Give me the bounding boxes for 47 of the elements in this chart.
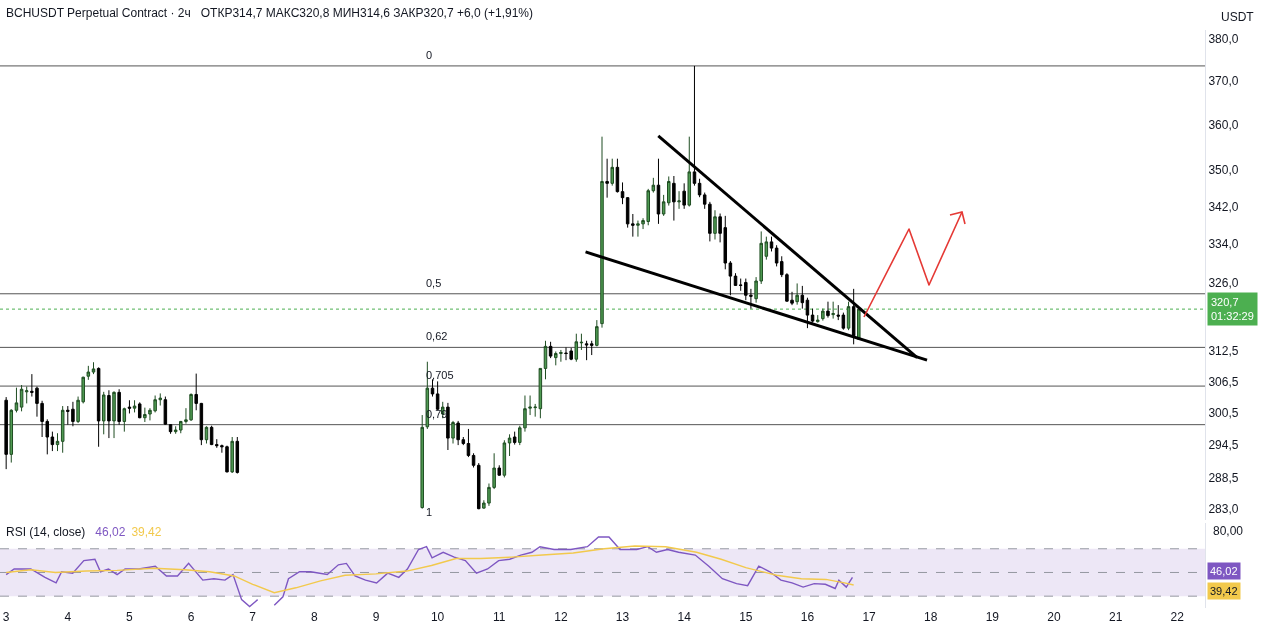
y-axis-title: USDT bbox=[1221, 10, 1255, 24]
y-tick-label: 312,5 bbox=[1208, 343, 1239, 358]
x-tick-label: 4 bbox=[64, 610, 72, 624]
x-tick-label: 7 bbox=[249, 610, 257, 624]
annotation: 0 bbox=[426, 49, 433, 61]
y-tick-label: 326,0 bbox=[1208, 276, 1239, 291]
x-tick-label: 15 bbox=[739, 610, 753, 624]
y-tick-label: 294,5 bbox=[1208, 438, 1239, 453]
x-tick-label: 19 bbox=[985, 610, 1000, 624]
ref-line-label: 320,7 01:32:29 bbox=[1211, 296, 1254, 323]
x-tick-label: 13 bbox=[615, 610, 630, 624]
annotation: 0,62 bbox=[426, 330, 448, 342]
chart-title: BCHUSDT Perpetual Contract · 2ч bbox=[6, 6, 191, 20]
y-tick-label: 300,5 bbox=[1208, 406, 1239, 421]
annotation: 1 bbox=[426, 506, 433, 518]
x-tick-label: 9 bbox=[372, 610, 380, 624]
x-tick-label: 3 bbox=[2, 610, 10, 624]
x-tick-label: 12 bbox=[554, 610, 568, 624]
x-tick-label: 22 bbox=[1170, 610, 1185, 624]
annotation: 46,02 bbox=[95, 525, 126, 539]
x-tick-label: 14 bbox=[677, 610, 692, 624]
annotation: 0,5 bbox=[426, 277, 442, 289]
x-tick-label: 18 bbox=[924, 610, 938, 624]
y-tick-label: 288,5 bbox=[1208, 471, 1239, 486]
x-tick-label: 16 bbox=[800, 610, 815, 624]
text: 46,02 bbox=[1210, 565, 1238, 577]
x-tick-label: 11 bbox=[493, 610, 506, 624]
x-tick-label: 21 bbox=[1108, 610, 1123, 624]
x-tick-label: 10 bbox=[430, 610, 445, 624]
y-tick-label: 283,0 bbox=[1208, 501, 1239, 516]
y-tick-label: 306,5 bbox=[1208, 374, 1239, 389]
x-tick-label: 17 bbox=[862, 610, 877, 624]
text: 80,00 bbox=[1213, 524, 1244, 538]
chart-subtitle: ОТКР314,7 МАКС320,8 МИН314,6 ЗАКР320,7 +6,0 (+1,91%) bbox=[200, 6, 533, 20]
y-tick-label: 342,0 bbox=[1208, 199, 1239, 214]
y-tick-label: 370,0 bbox=[1208, 74, 1239, 89]
x-tick-label: 6 bbox=[187, 610, 195, 624]
annotation: 39,42 bbox=[131, 525, 162, 539]
x-tick-label: 20 bbox=[1047, 610, 1061, 624]
y-tick-label: 380,0 bbox=[1208, 31, 1239, 46]
y-tick-label: 360,0 bbox=[1208, 117, 1239, 132]
y-tick-label: 334,0 bbox=[1208, 237, 1239, 252]
x-tick-label: 8 bbox=[311, 610, 319, 624]
y-tick-label: 350,0 bbox=[1208, 162, 1239, 177]
text: 39,42 bbox=[1210, 585, 1238, 597]
chart-title: RSI (14, close) bbox=[6, 525, 86, 539]
x-tick-label: 5 bbox=[126, 610, 134, 624]
